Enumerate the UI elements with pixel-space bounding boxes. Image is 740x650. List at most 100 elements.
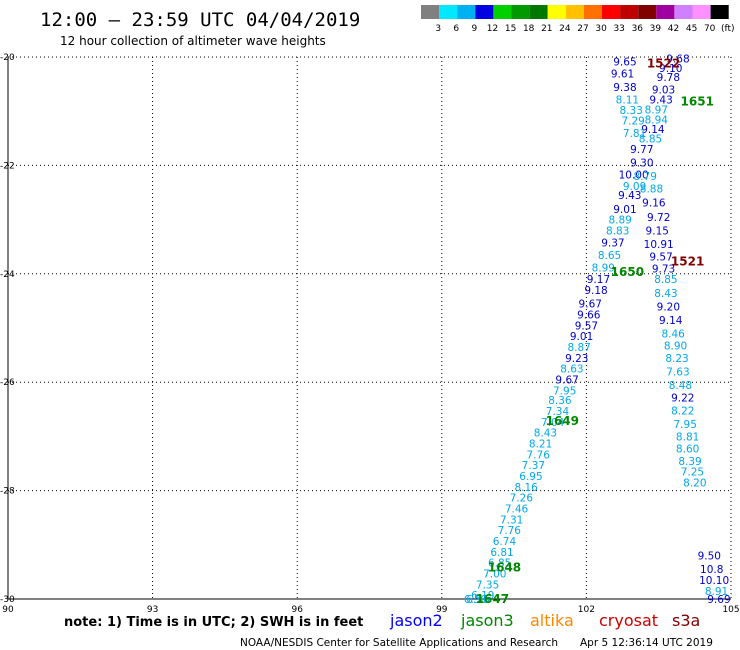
- scale-label: (ft): [721, 24, 735, 34]
- wave-height-color-scale: 3 6 9 12 15 18 21 24 27 30 33 36 39 42 45 70 (ft): [421, 5, 735, 34]
- scale-label: 39: [650, 24, 662, 34]
- chart-subtitle: 12 hour collection of altimeter wave hei…: [60, 34, 326, 48]
- wave-height-point: 10.00: [619, 170, 649, 182]
- wave-height-point: 7.95: [674, 419, 697, 431]
- x-tick-label: 99: [436, 605, 448, 615]
- wave-height-point: 9.77: [630, 144, 653, 156]
- x-tick-label: 105: [722, 605, 739, 615]
- wave-height-point: 8.91: [705, 586, 728, 598]
- wave-height-point: 9.17: [587, 274, 610, 286]
- scale-swatch: [565, 5, 584, 19]
- satellite-label-s3a: s3a: [672, 611, 700, 630]
- wave-height-point: 8.65: [598, 250, 621, 262]
- wave-height-point: 7.25: [681, 467, 704, 479]
- y-tick-label: -28: [0, 487, 15, 497]
- wave-height-point: 8.85: [654, 274, 677, 286]
- scale-swatch: [493, 5, 512, 19]
- wave-height-point: 6.74: [493, 536, 517, 548]
- wave-height-point: 8.83: [606, 225, 629, 237]
- scale-label: 9: [472, 24, 478, 34]
- wave-height-point: 8.99: [592, 262, 615, 274]
- wave-height-point: 9.61: [611, 68, 634, 80]
- wave-height-point: 7.95: [553, 385, 576, 397]
- scale-swatch: [547, 5, 566, 19]
- wave-height-point: 9.65: [613, 56, 636, 68]
- scale-label: 36: [632, 24, 644, 34]
- wave-height-point: 9.15: [646, 225, 669, 237]
- wave-height-point: 9.37: [601, 237, 624, 249]
- scale-swatch: [692, 5, 711, 19]
- x-tick-label: 96: [291, 605, 303, 615]
- scale-swatch: [511, 5, 530, 19]
- wave-height-point: 9.18: [584, 285, 607, 297]
- satellite-label-cryosat: cryosat: [599, 611, 658, 630]
- scale-swatch: [656, 5, 675, 19]
- scale-swatch: [602, 5, 621, 19]
- satellite-label-jason3: jason3: [460, 611, 514, 630]
- wave-height-point: 9.22: [671, 392, 694, 404]
- wave-height-point: 10.91: [644, 239, 674, 251]
- wave-height-point: 8.43: [534, 428, 557, 440]
- wave-height-point: 7.76: [498, 525, 522, 537]
- wave-height-point: 7.34: [546, 406, 570, 418]
- scale-swatch: [475, 5, 494, 19]
- wave-height-point: 9.30: [630, 158, 653, 170]
- footer-note: note: 1) Time is in UTC; 2) SWH is in fe…: [64, 615, 363, 630]
- track-pass-label: 1650: [611, 265, 644, 279]
- y-tick-label: -24: [0, 270, 15, 280]
- scale-label: 45: [686, 24, 697, 34]
- wave-height-point: 9.23: [565, 353, 588, 365]
- scale-label: 6: [453, 24, 459, 34]
- scale-swatch: [638, 5, 657, 19]
- wave-height-point: 8.11: [616, 94, 639, 106]
- wave-height-point: 6.85: [488, 558, 511, 570]
- scale-label: 70: [704, 24, 716, 34]
- scale-swatch: [620, 5, 639, 19]
- track-pass-label: 1647: [476, 592, 509, 606]
- wave-height-point: 9.16: [642, 197, 666, 209]
- wave-height-point: 9.10: [659, 63, 682, 75]
- wave-height-point: 8.89: [608, 215, 631, 227]
- scale-swatch: [421, 5, 440, 19]
- scale-label: 30: [595, 24, 607, 34]
- wave-height-point: 8.36: [548, 395, 572, 407]
- chart-title: 12:00 — 23:59 UTC 04/04/2019: [40, 9, 360, 31]
- scale-swatch: [674, 5, 693, 19]
- wave-height-point: 9.67: [579, 299, 602, 311]
- wave-height-point: 9.50: [698, 551, 721, 563]
- wave-height-point: 8.63: [560, 364, 583, 376]
- wave-height-point: 8.43: [654, 288, 677, 300]
- wave-height-point: 9.72: [647, 212, 670, 224]
- wave-height-point: 7.04: [541, 417, 565, 429]
- wave-height-point: 6.95: [519, 471, 542, 483]
- wave-height-point: 9.01: [613, 204, 636, 216]
- scale-swatch: [710, 5, 729, 19]
- x-tick-label: 102: [578, 605, 595, 615]
- scale-swatch: [529, 5, 548, 19]
- wave-height-point: 8.94: [645, 114, 669, 126]
- wave-height-point: 6.19: [471, 590, 494, 602]
- scale-label: 12: [487, 24, 498, 34]
- y-tick-label: -20: [0, 53, 15, 63]
- wave-height-point: 7.81: [623, 128, 646, 140]
- satellite-label-altika: altika: [530, 611, 574, 630]
- wave-height-point: 9.03: [652, 85, 675, 97]
- wave-height-point: 9.20: [657, 301, 680, 313]
- wave-height-point: 8.23: [665, 353, 688, 365]
- wave-height-point: 9.78: [657, 72, 680, 84]
- wave-height-point: 8.20: [683, 477, 706, 489]
- wave-height-point: 8.22: [671, 405, 694, 417]
- satellite-legend: jason2 jason3 altika cryosat s3a: [389, 611, 700, 630]
- scale-label: 21: [541, 24, 552, 34]
- wave-height-point: 9.66: [577, 309, 601, 321]
- wave-height-point: 8.85: [639, 133, 662, 145]
- track-pass-label: 1649: [546, 414, 579, 428]
- wave-height-point: 8.48: [669, 380, 692, 392]
- wave-height-point: 8.97: [645, 105, 668, 117]
- wave-height-point: 9.01: [570, 331, 593, 343]
- wave-height-point: 8.87: [567, 342, 590, 354]
- wave-height-point: 8.90: [664, 340, 687, 352]
- footer-credit: NOAA/NESDIS Center for Satellite Applica…: [240, 637, 558, 649]
- wave-height-point: 8.79: [634, 171, 657, 183]
